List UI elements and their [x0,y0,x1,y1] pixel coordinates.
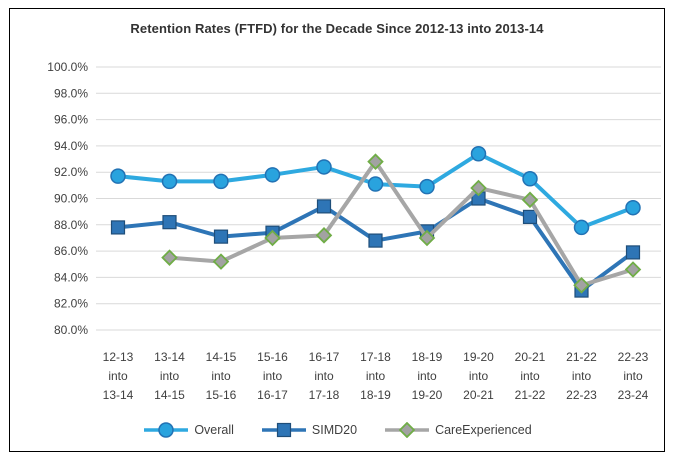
x-tick-label: into [623,369,643,383]
marker-diamond [212,253,230,270]
x-tick-label: 15-16 [257,350,288,364]
x-tick-label: 17-18 [360,350,391,364]
x-tick-label: 14-15 [154,388,185,402]
marker-square [276,422,292,438]
marker-diamond [573,277,590,294]
marker-circle [264,167,281,183]
marker-circle [158,422,175,438]
x-tick-label: 16-17 [309,350,340,364]
marker-square [110,220,126,235]
y-tick-label: 84.0% [54,270,88,284]
legend-square-icon [261,422,306,438]
marker-circle [522,171,538,187]
marker-circle [110,168,126,184]
marker-square [213,229,229,244]
marker-diamond [367,153,384,170]
x-axis-category-labels: 12-13 into 13-14 13-14 into 14-15 14-15 into 15-… [103,350,649,402]
x-tick-label: 13-14 [154,350,185,364]
marker-diamond [521,191,539,209]
series-line [167,159,635,288]
legend-label: SIMD20 [311,423,358,437]
marker-circle [161,173,178,190]
x-tick-label: 22-23 [618,350,649,364]
x-tick-label: 21-22 [566,350,597,364]
x-tick-label: 14-15 [206,350,237,364]
marker-diamond [418,229,436,247]
chart-frame: Retention Rates (FTFD) for the Decade Si… [9,8,665,452]
marker-circle [419,178,435,195]
y-tick-label: 94.0% [54,139,88,153]
x-tick-label: into [366,369,386,383]
marker-square [368,233,383,248]
y-tick-label: 86.0% [54,244,88,258]
marker-diamond [264,229,281,247]
series-careexperienced [161,153,642,294]
x-tick-label: into [572,369,592,383]
legend-circle-icon [144,422,189,438]
y-tick-label: 100.0% [47,60,88,74]
legend-item-overall: Overall [142,422,234,438]
x-tick-label: 21-22 [515,388,546,402]
marker-diamond [470,179,487,197]
y-tick-label: 88.0% [54,218,88,232]
x-tick-label: 22-23 [566,388,597,402]
x-tick-label: into [417,369,437,383]
marker-square [162,215,177,230]
x-tick-label: into [469,369,489,383]
x-tick-label: 13-14 [103,388,134,402]
marker-circle [316,159,332,175]
y-tick-label: 90.0% [54,192,88,206]
legend-diamond-icon [385,422,430,438]
legend-item-careexperienced: CareExperienced [383,422,532,438]
y-tick-label: 96.0% [54,113,88,127]
x-tick-label: into [520,369,540,383]
plot-area: 100.0% 98.0% 96.0% 94.0% 92.0% 90.0% 88.0% 86.0… [47,60,661,402]
x-tick-label: 23-24 [618,388,649,402]
marker-square [625,245,641,260]
x-tick-label: 19-20 [463,350,494,364]
x-tick-label: 15-16 [206,388,237,402]
marker-circle [213,173,229,190]
legend-label: Overall [194,423,234,437]
marker-diamond [624,261,642,278]
x-tick-label: 20-21 [515,350,546,364]
marker-diamond [398,422,416,438]
x-tick-label: 17-18 [309,388,340,402]
marker-circle [573,219,590,236]
y-tick-label: 92.0% [54,165,88,179]
marker-diamond [161,249,178,266]
y-axis-tick-labels: 100.0% 98.0% 96.0% 94.0% 92.0% 90.0% 88.0% 86.0… [47,60,88,337]
legend-item-simd20: SIMD20 [260,422,357,438]
y-tick-label: 98.0% [54,86,88,100]
x-tick-label: into [314,369,334,383]
series-overall [110,146,641,236]
x-tick-label: 19-20 [412,388,443,402]
y-tick-label: 82.0% [54,297,88,311]
x-tick-label: 16-17 [257,388,288,402]
series-simd20 [110,191,641,298]
marker-circle [367,176,384,192]
legend-label: CareExperienced [435,423,532,437]
x-tick-label: 18-19 [412,350,443,364]
y-tick-label: 80.0% [54,323,88,337]
x-tick-label: 20-21 [463,388,494,402]
marker-square [522,209,538,225]
x-tick-label: into [108,369,128,383]
x-tick-label: 18-19 [360,388,391,402]
marker-circle [625,199,641,216]
x-tick-label: into [211,369,231,383]
x-tick-label: into [263,369,283,383]
marker-square [316,199,332,214]
x-tick-label: 12-13 [103,350,134,364]
chart-title: Retention Rates (FTFD) for the Decade Si… [130,21,544,36]
marker-diamond [315,227,333,244]
chart-legend: Overall SIMD20 CareExperienced [10,422,664,438]
marker-circle [470,146,487,162]
x-tick-label: into [160,369,180,383]
gridlines [96,66,661,331]
